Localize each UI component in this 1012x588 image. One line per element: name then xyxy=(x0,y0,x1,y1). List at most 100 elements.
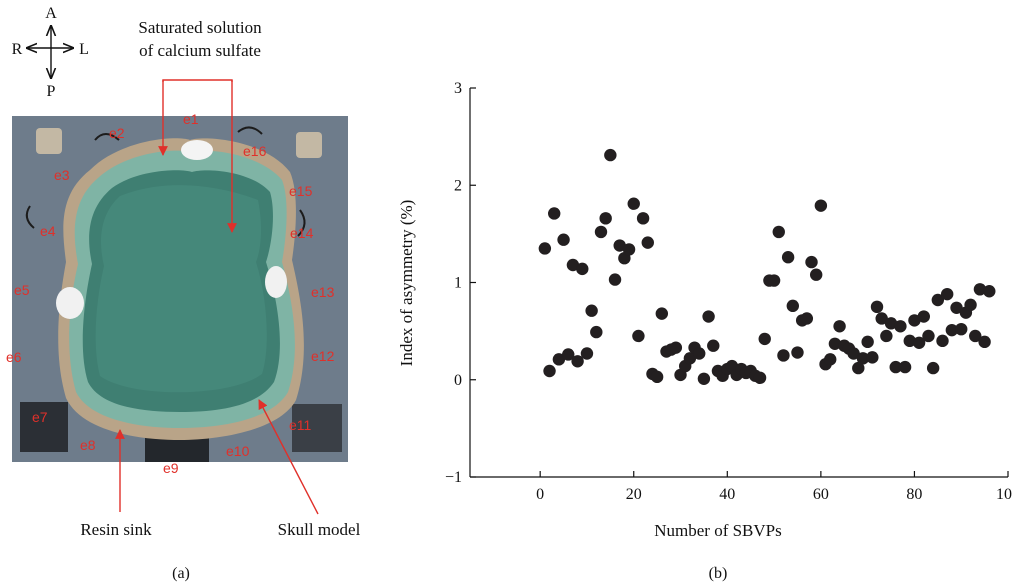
data-point xyxy=(856,352,870,365)
electrode-e5: e5 xyxy=(14,282,30,298)
data-point xyxy=(903,334,916,348)
data-point xyxy=(702,310,715,323)
electrode-e14: e14 xyxy=(290,225,314,241)
compass-left: L xyxy=(79,41,89,58)
electrode-e1: e1 xyxy=(183,111,199,127)
data-point xyxy=(655,307,669,320)
data-point xyxy=(693,347,706,360)
data-point xyxy=(805,255,818,269)
electrode-e6: e6 xyxy=(6,349,22,365)
electrode-e2: e2 xyxy=(109,125,125,141)
data-point xyxy=(650,370,664,384)
annotation-arrows xyxy=(115,79,319,515)
x-tick-label: 20 xyxy=(626,486,642,503)
electrode-e15: e15 xyxy=(289,183,313,199)
electrode-e3: e3 xyxy=(54,167,70,183)
data-point xyxy=(931,293,945,307)
data-point xyxy=(557,233,570,246)
data-point xyxy=(613,239,626,252)
data-point xyxy=(566,258,580,272)
data-point xyxy=(814,199,828,212)
electrode-e7: e7 xyxy=(32,409,48,425)
data-point xyxy=(880,329,893,343)
electrode-e11: e11 xyxy=(289,417,312,433)
y-tick-label: 2 xyxy=(454,177,462,194)
electrode-labels: e1 e2 e3 e4 e5 e6 e7 e8 e9 e10 e11 e12 e… xyxy=(6,111,335,476)
data-point xyxy=(978,335,991,349)
x-tick-label: 80 xyxy=(906,486,922,503)
data-point xyxy=(852,361,865,375)
data-point xyxy=(791,346,804,359)
data-point xyxy=(786,299,799,313)
data-point xyxy=(636,212,650,225)
x-tick-label: 40 xyxy=(719,486,735,503)
data-point xyxy=(594,225,608,239)
data-point xyxy=(777,349,790,362)
electrode-e13: e13 xyxy=(311,284,335,300)
data-point xyxy=(585,304,598,317)
data-point xyxy=(866,351,879,364)
y-axis-label: Index of asymmetry (%) xyxy=(397,200,416,367)
y-tick-label: 1 xyxy=(454,275,462,292)
panel-a: A P R L Saturated solution of calcium su… xyxy=(6,5,361,582)
data-point xyxy=(641,236,654,249)
electrode-e8: e8 xyxy=(80,437,96,453)
electrode-e9: e9 xyxy=(163,460,179,476)
data-point xyxy=(964,298,977,312)
electrode-e16: e16 xyxy=(243,143,267,159)
data-point xyxy=(917,310,930,323)
x-tick-label: 0 xyxy=(536,486,544,503)
electrode-e12: e12 xyxy=(311,348,335,364)
data-point xyxy=(824,353,837,366)
annotation-solution-line1: Saturated solution xyxy=(138,18,262,37)
data-point xyxy=(870,300,884,314)
data-point xyxy=(945,323,959,337)
caption-a: (a) xyxy=(172,565,190,582)
x-tick-label: 100 xyxy=(996,486,1012,503)
skull-model-arrow xyxy=(258,399,319,515)
data-point xyxy=(884,317,898,330)
data-point xyxy=(632,329,645,343)
data-point xyxy=(608,273,622,286)
data-point xyxy=(889,360,902,374)
scatter-chart: 0 20 40 60 80 100 −1 0 1 2 3 xyxy=(445,80,1012,503)
data-point xyxy=(767,274,781,287)
data-point xyxy=(599,212,612,225)
data-point xyxy=(753,371,767,385)
annotation-skull-model: Skull model xyxy=(278,520,361,539)
data-point xyxy=(847,347,860,360)
compass-anterior: A xyxy=(45,5,57,22)
data-point xyxy=(940,287,954,301)
data-point xyxy=(912,336,926,349)
y-tick-label: 3 xyxy=(454,80,462,97)
data-point xyxy=(627,197,640,210)
data-point xyxy=(950,301,963,314)
data-point xyxy=(833,320,846,333)
x-axis-label: Number of SBVPs xyxy=(654,521,782,540)
y-tick-label: −1 xyxy=(445,469,462,486)
caption-b: (b) xyxy=(709,565,728,582)
data-point xyxy=(828,337,842,350)
data-point xyxy=(580,347,594,360)
y-ticks: −1 0 1 2 3 xyxy=(445,80,476,486)
data-point xyxy=(576,262,589,276)
data-point xyxy=(548,207,561,220)
data-point xyxy=(543,364,556,378)
data-point xyxy=(552,353,566,366)
data-point xyxy=(955,322,968,336)
data-point xyxy=(861,335,874,349)
data-point xyxy=(571,355,584,368)
compass-right: R xyxy=(12,41,23,58)
y-tick-label: 0 xyxy=(454,372,462,389)
data-point xyxy=(604,148,617,162)
data-point xyxy=(590,325,603,339)
panel-b: 0 20 40 60 80 100 −1 0 1 2 3 Number of SBVPs Inde… xyxy=(397,80,1012,582)
data-point xyxy=(926,361,940,375)
data-point xyxy=(781,251,795,264)
electrode-e10: e10 xyxy=(226,443,250,459)
data-point xyxy=(758,332,771,346)
data-point xyxy=(772,225,785,239)
data-point xyxy=(800,312,814,325)
data-point xyxy=(894,320,907,333)
